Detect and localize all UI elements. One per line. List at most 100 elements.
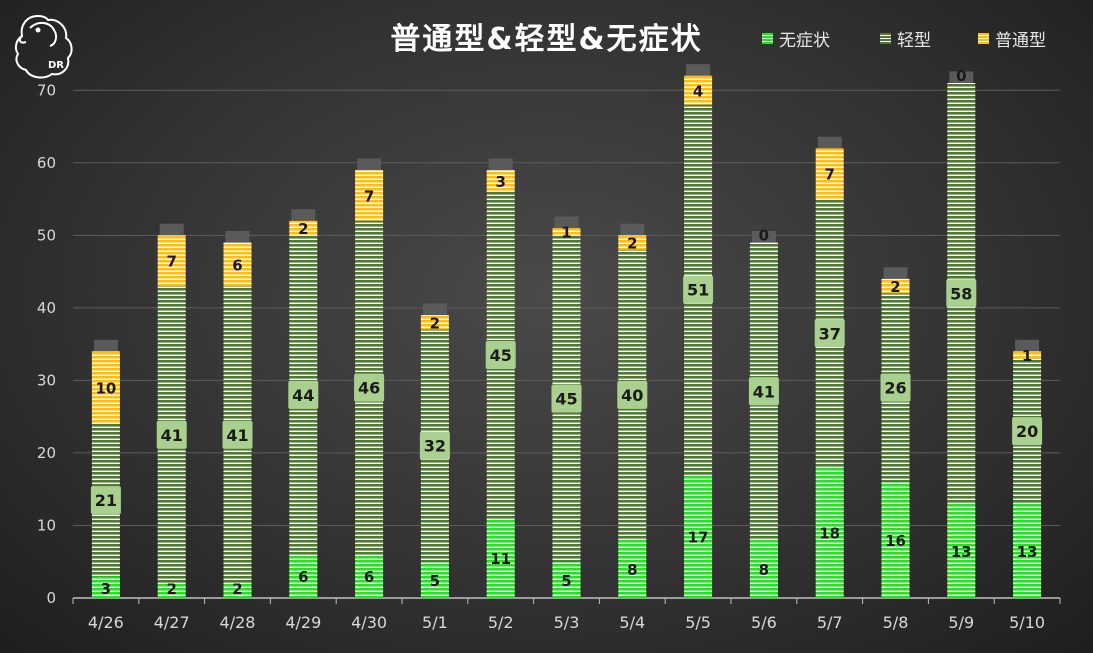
- bar-cap: [357, 158, 382, 171]
- data-label: 40: [621, 386, 643, 405]
- data-label: 13: [1017, 543, 1038, 561]
- x-tick-label: 4/26: [88, 613, 124, 632]
- data-label: 0: [759, 227, 769, 245]
- data-label: 17: [688, 528, 709, 546]
- data-label: 10: [95, 380, 116, 398]
- bar-cap: [949, 71, 974, 84]
- x-tick-label: 4/28: [220, 613, 256, 632]
- data-label: 45: [490, 346, 512, 365]
- legend-label: 轻型: [897, 31, 931, 51]
- data-label: 13: [951, 543, 972, 561]
- bar-cap: [883, 267, 908, 279]
- data-label: 58: [950, 284, 972, 303]
- data-label-box: [156, 420, 187, 449]
- data-label: 2: [430, 314, 440, 332]
- legend-swatch: [762, 33, 773, 44]
- bar-cap: [620, 223, 645, 236]
- data-label: 2: [298, 220, 308, 238]
- y-tick-label: 0: [46, 589, 56, 607]
- data-label: 32: [424, 437, 446, 456]
- bar-cap: [422, 303, 447, 316]
- bar-segment: [420, 315, 449, 330]
- y-tick-label: 20: [37, 444, 56, 462]
- bar-cap: [93, 339, 118, 352]
- x-tick-label: 5/3: [554, 613, 580, 632]
- bar-segment: [815, 467, 844, 598]
- data-label: 46: [358, 379, 380, 398]
- y-tick-label: 40: [37, 299, 56, 317]
- data-label: 37: [819, 324, 841, 343]
- data-label: 1: [1022, 347, 1032, 365]
- bar-segment: [157, 583, 186, 598]
- data-label-box: [485, 341, 516, 370]
- data-label: 41: [226, 426, 248, 445]
- bar-segment: [881, 481, 910, 598]
- chart-title: 普通型&轻型&无症状: [390, 22, 703, 57]
- bar-segment: [355, 170, 384, 221]
- bar-cap: [751, 230, 776, 243]
- data-label-box: [419, 431, 450, 460]
- data-label: 6: [364, 568, 374, 586]
- bar-segment: [1013, 503, 1042, 598]
- bar-segment: [552, 228, 581, 236]
- data-label: 44: [292, 386, 314, 405]
- data-label: 51: [687, 281, 709, 300]
- bar-segment: [815, 148, 844, 200]
- bar-segment: [684, 474, 713, 598]
- bar-segment: [289, 220, 318, 236]
- x-tick-label: 5/9: [948, 613, 974, 632]
- data-label-box: [354, 373, 385, 402]
- bar-segment: [223, 583, 252, 598]
- legend-item: 轻型: [880, 26, 931, 51]
- data-label-box: [683, 275, 714, 304]
- data-label: 2: [166, 580, 176, 598]
- data-label: 20: [1016, 422, 1038, 441]
- data-label-box: [814, 319, 845, 348]
- data-label-box: [748, 377, 779, 406]
- data-label: 5: [430, 572, 440, 590]
- bar-segment: [223, 242, 252, 287]
- data-label-box: [880, 373, 911, 402]
- data-label: 16: [885, 532, 906, 550]
- legend-swatch: [978, 33, 989, 44]
- bar-cap: [554, 216, 579, 229]
- data-label-box: [90, 486, 121, 515]
- data-label: 4: [693, 82, 703, 100]
- data-label-box: [222, 420, 253, 449]
- bar-cap: [488, 158, 513, 171]
- data-label: 7: [166, 253, 176, 271]
- data-label: 7: [364, 187, 374, 205]
- data-label-box: [551, 384, 582, 413]
- legend-item: 无症状: [762, 26, 830, 51]
- x-tick-label: 5/5: [685, 613, 711, 632]
- data-label-box: [617, 380, 648, 409]
- x-tick-label: 5/8: [883, 613, 909, 632]
- bar-segment: [749, 539, 778, 598]
- data-label: 6: [298, 568, 308, 586]
- bar-segment: [486, 518, 515, 598]
- bar-cap: [291, 209, 316, 221]
- bar-cap: [159, 223, 184, 236]
- data-label: 2: [890, 278, 900, 296]
- bar-segment: [289, 554, 318, 598]
- data-label: 41: [161, 426, 183, 445]
- data-label: 11: [490, 550, 511, 568]
- bar-segment: [1013, 351, 1042, 359]
- bar-segment: [552, 561, 581, 598]
- x-tick-label: 4/29: [285, 613, 321, 632]
- logo-text: DR: [48, 60, 64, 71]
- y-tick-label: 60: [37, 154, 56, 172]
- data-label: 2: [232, 580, 242, 598]
- bar-cap: [817, 136, 842, 149]
- data-label: 45: [555, 390, 577, 409]
- y-tick-label: 30: [37, 371, 56, 389]
- legend-swatch: [880, 33, 891, 44]
- data-label: 1: [561, 224, 571, 242]
- data-label: 6: [232, 256, 242, 274]
- bar-cap: [686, 64, 711, 76]
- x-tick-label: 4/27: [154, 613, 190, 632]
- bar-segment: [881, 278, 910, 294]
- data-label-box: [288, 380, 319, 409]
- data-label: 26: [884, 379, 906, 398]
